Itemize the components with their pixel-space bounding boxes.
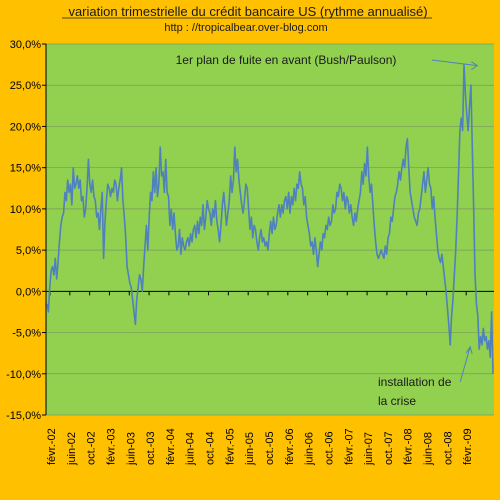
annotation-text-bush-paulson: 1er plan de fuite en avant (Bush/Paulson… — [176, 53, 397, 67]
annotation-arrow-crise — [459, 346, 471, 383]
x-tick-label: févr.-08 — [403, 428, 415, 465]
x-tick-label: oct.-06 — [323, 431, 335, 465]
x-tick-label: févr.-06 — [284, 428, 296, 465]
chart-subtitle: http : //tropicalbear.over-blog.com — [164, 22, 327, 34]
y-tick-label: 30,0% — [10, 39, 41, 51]
x-tick-label: oct.-03 — [145, 431, 157, 465]
grid-layer — [45, 43, 494, 416]
series-line — [46, 63, 494, 374]
annotation-text-crise-line: la crise — [378, 394, 416, 408]
x-tick-label: juin-06 — [304, 432, 316, 466]
x-tick-label: juin-08 — [423, 432, 435, 466]
y-tick-label: 15,0% — [10, 163, 41, 175]
x-tick-label: févr.-07 — [343, 428, 355, 465]
y-tick-label: -10,0% — [6, 369, 41, 381]
x-tick-label: juin-04 — [185, 432, 197, 466]
x-tick-label: juin-02 — [66, 432, 78, 466]
x-tick-label: oct.-07 — [383, 431, 395, 465]
x-tick-label: juin-05 — [244, 432, 256, 466]
x-tick-label: oct.-08 — [442, 431, 454, 465]
y-axis-ticks: 30,0% 25,0% 20,0% 15,0% 10,0% 5,0% 0,0% -5,0% -1… — [6, 39, 46, 422]
x-tick-label: févr.-04 — [165, 428, 177, 465]
annotations: 1er plan de fuite en avant (Bush/Paulson… — [176, 53, 479, 408]
y-tick-label: 10,0% — [10, 204, 41, 216]
x-tick-label: févr.-02 — [46, 428, 58, 465]
x-tick-label: juin-07 — [363, 432, 375, 466]
annotation-arrow-bush-paulson — [431, 59, 478, 67]
x-tick-label: oct.-05 — [264, 431, 276, 465]
x-tick-label: févr.-03 — [105, 428, 117, 465]
annotation-text-crise-line: installation de — [378, 375, 452, 389]
annotation-arrowhead-crise — [465, 345, 473, 355]
series-layer — [46, 63, 494, 374]
x-tick-label: juin-03 — [125, 432, 137, 466]
x-tick-label: févr.-05 — [224, 428, 236, 465]
annotation-arrowhead-bush-paulson — [471, 61, 479, 71]
y-tick-label: 5,0% — [16, 245, 41, 257]
y-tick-label: -15,0% — [6, 410, 41, 422]
x-tick-label: févr.-09 — [462, 428, 474, 465]
y-tick-label: -5,0% — [12, 328, 41, 340]
chart-title: variation trimestrielle du crédit bancai… — [68, 4, 427, 19]
y-tick-label: 20,0% — [10, 121, 41, 133]
x-tick-label: oct.-04 — [205, 431, 217, 465]
y-tick-label: 25,0% — [10, 80, 41, 92]
x-tick-label: oct.-02 — [86, 431, 98, 465]
x-axis-ticks: févr.-02 juin-02 oct.-02 févr.-03 juin-03 oct… — [46, 291, 474, 466]
y-tick-label: 0,0% — [16, 286, 41, 298]
